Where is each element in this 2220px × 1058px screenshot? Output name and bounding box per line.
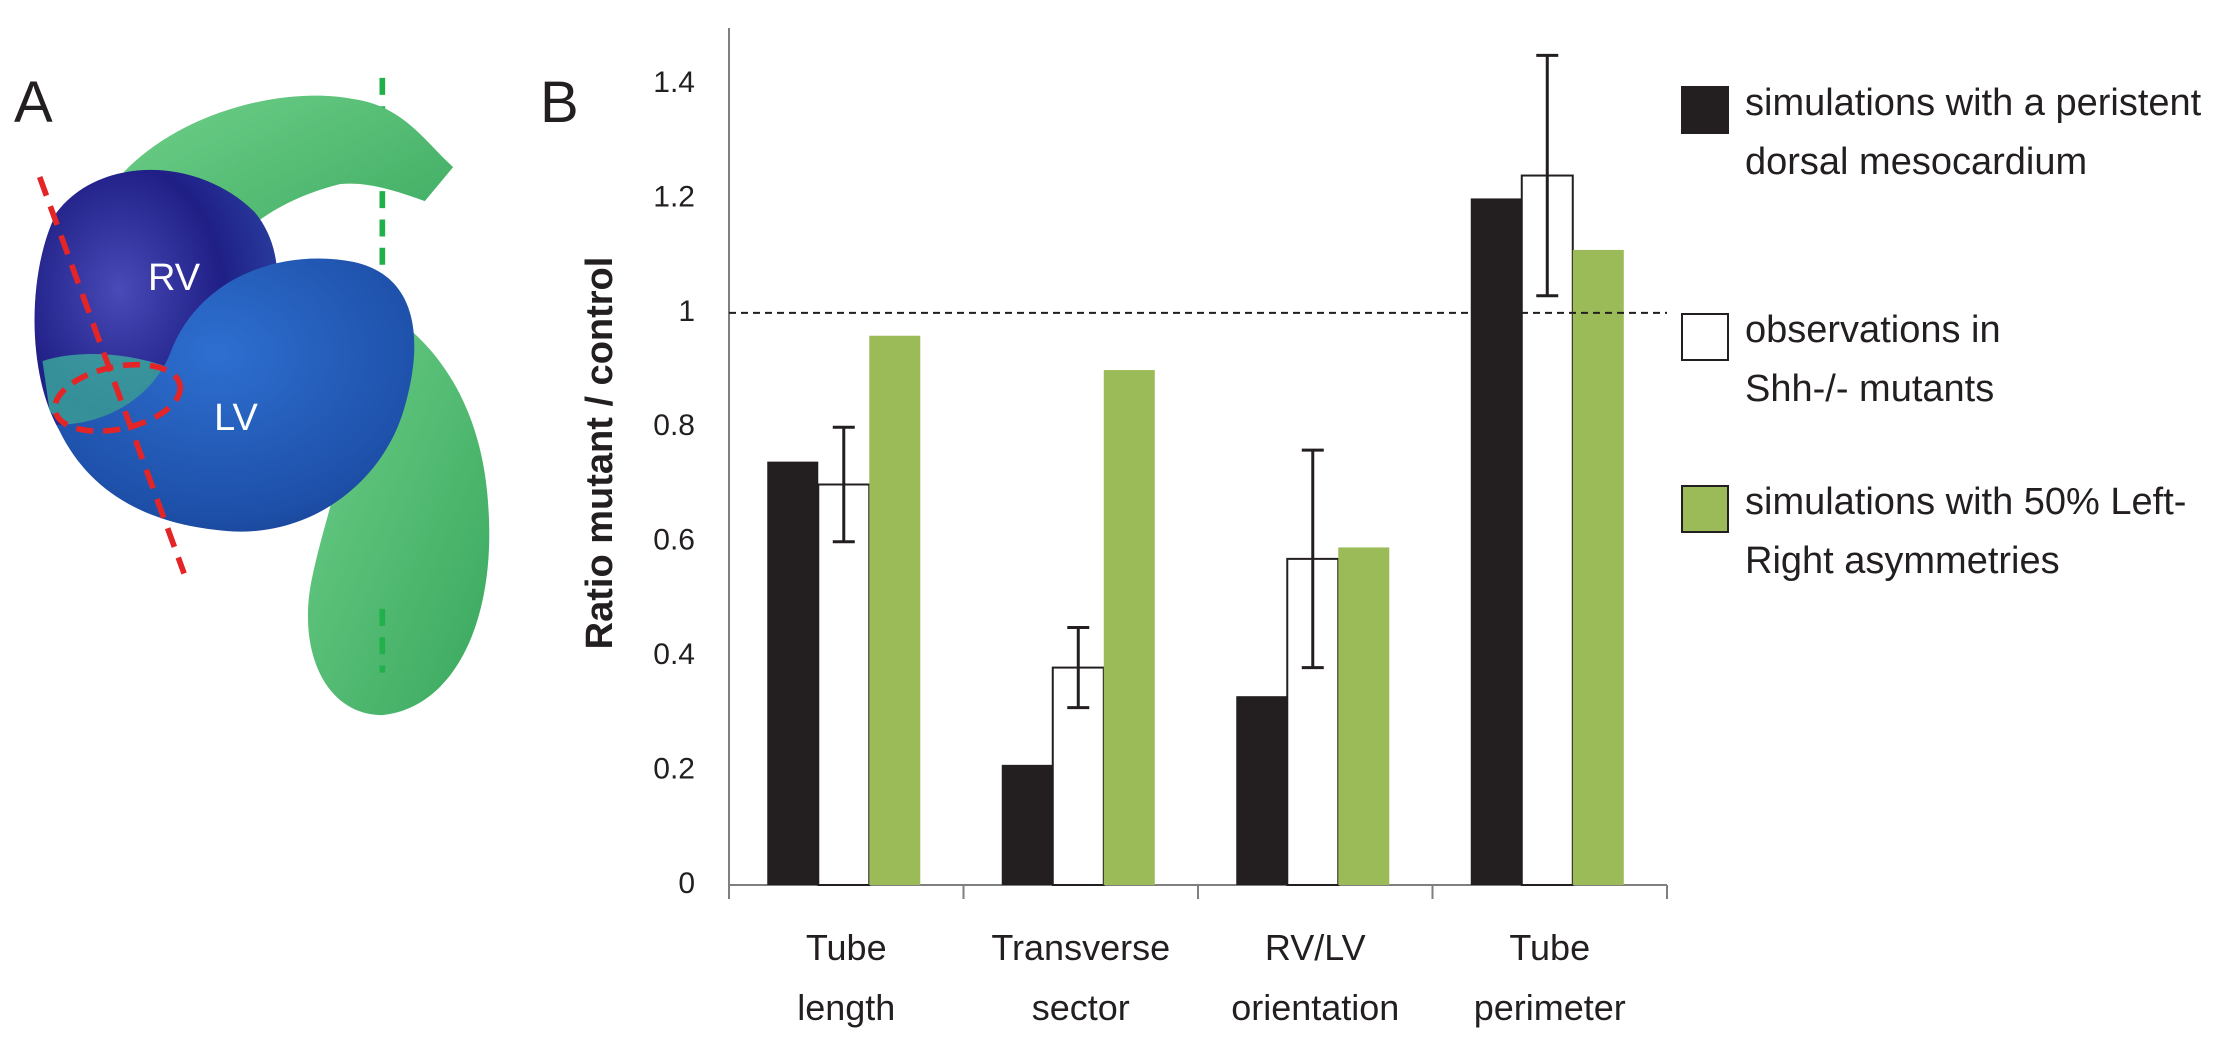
error-bar: [1301, 448, 1324, 670]
panel-label: A: [14, 70, 53, 135]
y-tick-label: 0: [678, 867, 695, 900]
bar: [869, 335, 921, 885]
bar: [817, 483, 871, 886]
y-tick-label: 0.6: [653, 524, 695, 557]
y-tick-label: 0.4: [653, 638, 695, 671]
legend-label: simulations with a peristent dorsal meso…: [1745, 82, 2202, 183]
bar: [1470, 198, 1522, 885]
heart-illustration: [34, 77, 490, 716]
error-bar: [1536, 53, 1559, 298]
region-label: LV: [214, 397, 258, 439]
legend-item: simulations with 50% Left-Right asymmetr…: [1681, 481, 2220, 591]
legend-label: observations in Shh-/- mutants: [1745, 309, 2001, 410]
y-axis-label: Ratio mutant / control: [579, 257, 621, 650]
bar: [1338, 547, 1390, 885]
cut-line: [36, 176, 187, 575]
legend-label: simulations with 50% Left-Right asymmetr…: [1745, 481, 2187, 582]
region-label: RV: [148, 257, 201, 299]
y-tick-label: 1.4: [653, 66, 695, 99]
legend-swatch: [1681, 313, 1729, 361]
bar: [1103, 370, 1155, 886]
y-tick-label: 0.2: [653, 752, 695, 785]
x-tick-label: Transverse sector: [991, 927, 1171, 1028]
bar: [1001, 764, 1053, 885]
legend-item: simulations with a peristent dorsal meso…: [1681, 82, 2215, 192]
error-bar: [1067, 626, 1090, 710]
left-ventricle: [56, 258, 415, 532]
panel-label: B: [540, 70, 579, 135]
x-tick-label: Tube perimeter: [1473, 927, 1626, 1028]
error-bar: [832, 425, 855, 544]
x-tick-label: RV/LV orientation: [1231, 927, 1400, 1028]
legend-swatch: [1681, 86, 1729, 134]
bar: [1572, 249, 1624, 885]
bar: [767, 461, 819, 885]
region-ellipse: [52, 361, 184, 434]
legend-item: observations in Shh-/- mutants: [1681, 309, 2085, 419]
bar: [1236, 696, 1288, 885]
legend-swatch: [1681, 485, 1729, 533]
x-tick-label: Tube length: [797, 927, 896, 1028]
y-tick-label: 0.8: [653, 409, 695, 442]
y-tick-label: 1.2: [653, 180, 695, 213]
y-tick-label: 1: [678, 295, 695, 328]
